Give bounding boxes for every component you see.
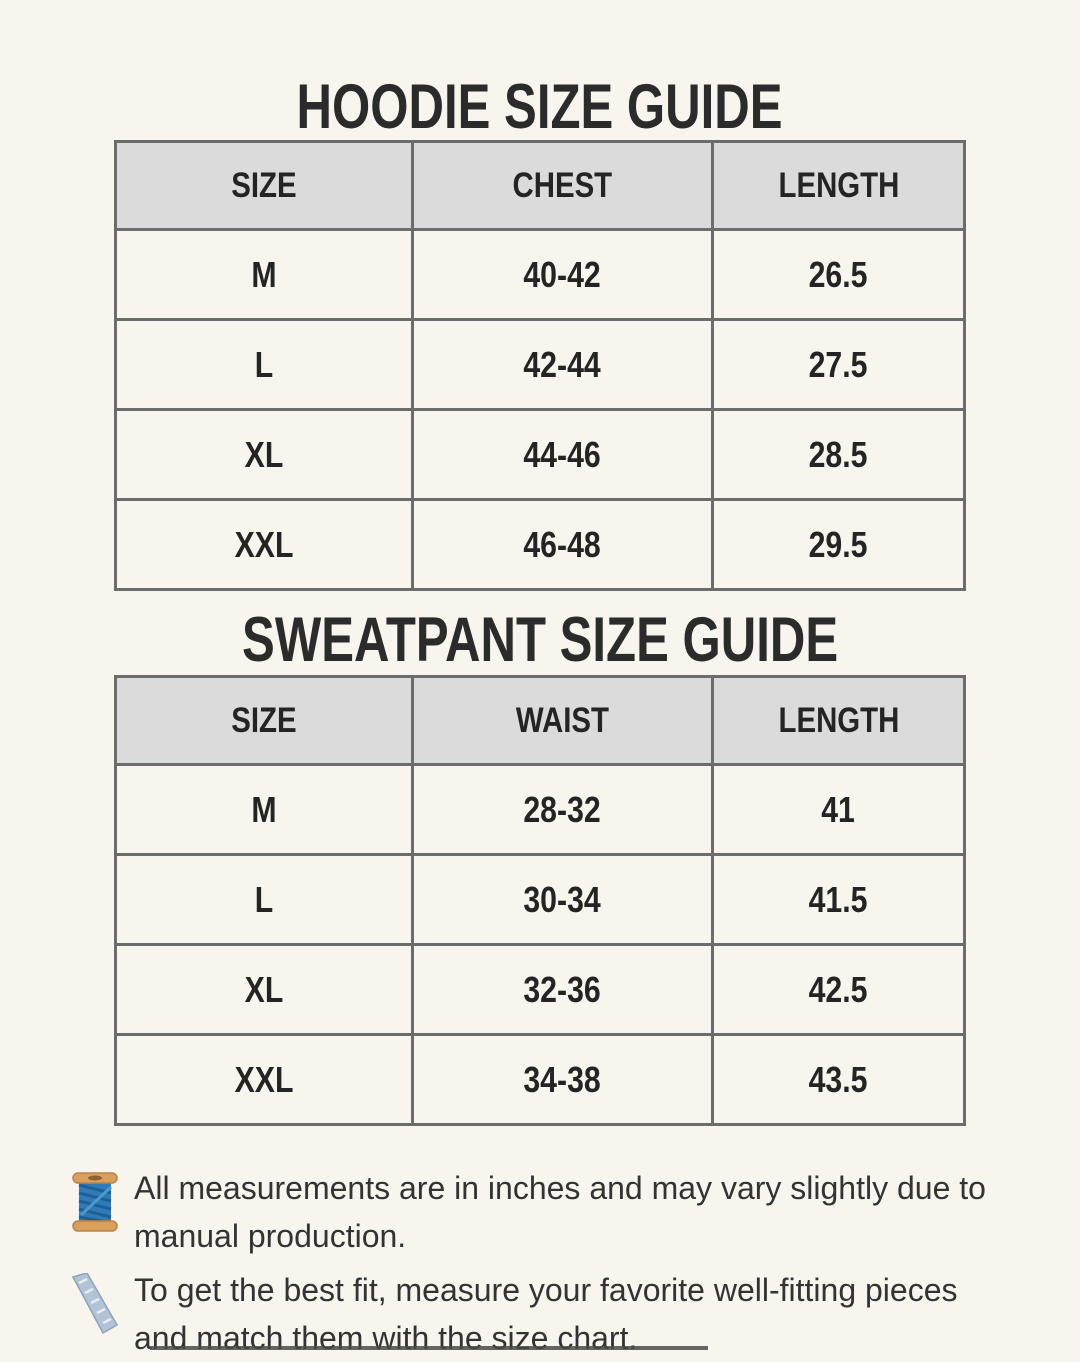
sweatpant-l-length: 41.5 <box>711 853 966 946</box>
cell-value: 42-44 <box>523 343 602 385</box>
cell-value: XXL <box>234 523 294 565</box>
hoodie-l-size: L <box>114 318 414 411</box>
cell-value: XL <box>244 433 284 475</box>
cropped-bottom-line <box>150 1346 708 1350</box>
hoodie-xl-length: 28.5 <box>711 408 966 501</box>
hoodie-l-chest: 42-44 <box>411 318 714 411</box>
cell-value: L <box>254 878 274 920</box>
sweatpant-l-size: L <box>114 853 414 946</box>
cell-value: 30-34 <box>523 878 602 920</box>
sweatpant-size-table: SIZE WAIST LENGTH M 28-32 41 L 30-34 41.… <box>114 675 966 1126</box>
sweatpant-xxl-length: 43.5 <box>711 1033 966 1126</box>
table-row: XXL 34-38 43.5 <box>114 1033 966 1126</box>
hoodie-xl-size: XL <box>114 408 414 501</box>
cell-value: 41 <box>821 788 856 830</box>
sweatpant-col-waist: WAIST <box>411 675 714 766</box>
hoodie-xxl-chest: 46-48 <box>411 498 714 591</box>
cell-value: M <box>251 788 277 830</box>
hoodie-col-length: LENGTH <box>711 140 966 231</box>
hoodie-col-chest: CHEST <box>411 140 714 231</box>
sweatpant-col-size-label: SIZE <box>231 700 297 740</box>
hoodie-m-chest: 40-42 <box>411 228 714 321</box>
sweatpant-col-length: LENGTH <box>711 675 966 766</box>
table-row: L 42-44 27.5 <box>114 318 966 411</box>
ruler-icon <box>64 1272 126 1336</box>
cell-value: 28-32 <box>523 788 602 830</box>
hoodie-col-chest-label: CHEST <box>512 165 613 205</box>
cell-value: 28.5 <box>809 433 868 475</box>
hoodie-guide-title-text: HOODIE SIZE GUIDE <box>296 72 784 142</box>
hoodie-col-size-label: SIZE <box>231 165 297 205</box>
table-row: M 40-42 26.5 <box>114 228 966 321</box>
hoodie-xxl-size: XXL <box>114 498 414 591</box>
sweatpant-m-waist: 28-32 <box>411 763 714 856</box>
sweatpant-header-row: SIZE WAIST LENGTH <box>114 675 966 766</box>
measurements-note-text: All measurements are in inches and may v… <box>134 1170 986 1254</box>
table-row: L 30-34 41.5 <box>114 853 966 946</box>
hoodie-m-length: 26.5 <box>711 228 966 321</box>
hoodie-m-size: M <box>114 228 414 321</box>
hoodie-guide-title: HOODIE SIZE GUIDE <box>0 0 1080 140</box>
hoodie-xl-chest: 44-46 <box>411 408 714 501</box>
cell-value: XXL <box>234 1058 294 1100</box>
cell-value: 44-46 <box>523 433 602 475</box>
cell-value: 26.5 <box>809 253 868 295</box>
table-row: XXL 46-48 29.5 <box>114 498 966 591</box>
sweatpant-m-size: M <box>114 763 414 856</box>
sweatpant-xl-length: 42.5 <box>711 943 966 1036</box>
hoodie-col-size: SIZE <box>114 140 414 231</box>
cell-value: 27.5 <box>809 343 868 385</box>
cell-value: L <box>254 343 274 385</box>
cell-value: M <box>251 253 277 295</box>
sweatpant-guide-title: SWEATPANT SIZE GUIDE <box>0 591 1080 675</box>
sweatpant-xxl-waist: 34-38 <box>411 1033 714 1126</box>
sweatpant-xxl-size: XXL <box>114 1033 414 1126</box>
sweatpant-m-length: 41 <box>711 763 966 856</box>
footer-notes: All measurements are in inches and may v… <box>60 1164 1020 1362</box>
hoodie-xxl-length: 29.5 <box>711 498 966 591</box>
sweatpant-xl-size: XL <box>114 943 414 1036</box>
table-row: XL 44-46 28.5 <box>114 408 966 501</box>
cell-value: 32-36 <box>523 968 602 1010</box>
cell-value: 46-48 <box>523 523 602 565</box>
hoodie-size-table: SIZE CHEST LENGTH M 40-42 26.5 L 42-44 2… <box>114 140 966 591</box>
cell-value: 40-42 <box>523 253 602 295</box>
sweatpant-l-waist: 30-34 <box>411 853 714 946</box>
thread-spool-icon <box>64 1170 126 1234</box>
hoodie-col-length-label: LENGTH <box>778 165 899 205</box>
table-row: M 28-32 41 <box>114 763 966 856</box>
sweatpant-col-waist-label: WAIST <box>515 700 610 740</box>
cell-value: 34-38 <box>523 1058 602 1100</box>
cell-value: 42.5 <box>809 968 868 1010</box>
sweatpant-col-size: SIZE <box>114 675 414 766</box>
sweatpant-xl-waist: 32-36 <box>411 943 714 1036</box>
hoodie-header-row: SIZE CHEST LENGTH <box>114 140 966 231</box>
measurements-note: All measurements are in inches and may v… <box>64 1164 1020 1260</box>
cell-value: 29.5 <box>809 523 868 565</box>
table-row: XL 32-36 42.5 <box>114 943 966 1036</box>
sweatpant-col-length-label: LENGTH <box>778 700 899 740</box>
cell-value: XL <box>244 968 284 1010</box>
cell-value: 43.5 <box>809 1058 868 1100</box>
cell-value: 41.5 <box>809 878 868 920</box>
sweatpant-guide-title-text: SWEATPANT SIZE GUIDE <box>241 605 839 675</box>
hoodie-l-length: 27.5 <box>711 318 966 411</box>
